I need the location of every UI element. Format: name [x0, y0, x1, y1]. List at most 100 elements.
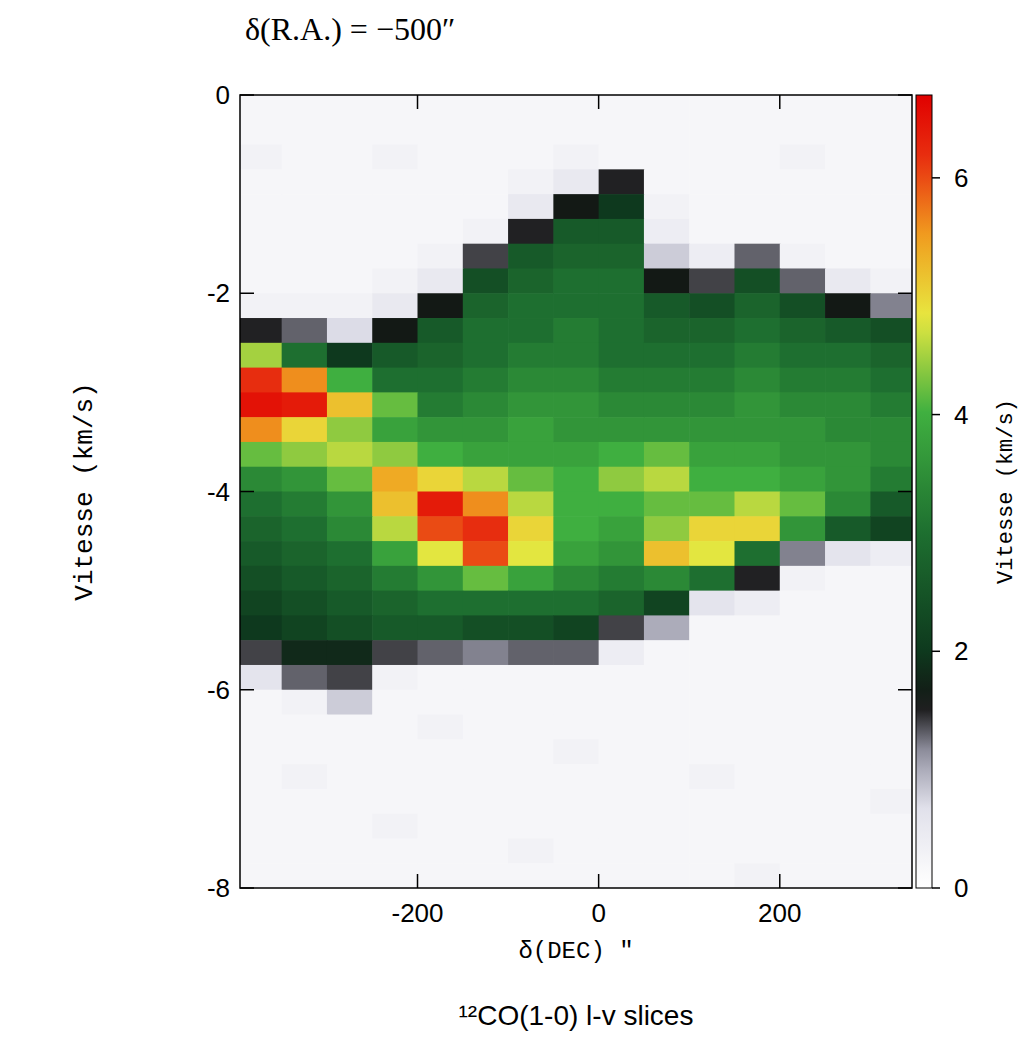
cell — [780, 467, 826, 492]
colorbar-tick — [932, 887, 940, 889]
cell — [282, 492, 328, 517]
cell — [644, 789, 690, 814]
cell — [463, 566, 509, 591]
cell — [599, 838, 645, 863]
cell — [463, 764, 509, 789]
cell — [508, 442, 554, 467]
cell — [463, 838, 509, 863]
cell — [780, 95, 826, 120]
cell — [327, 690, 373, 715]
cell — [282, 145, 328, 170]
cell — [327, 318, 373, 343]
cell — [508, 368, 554, 393]
cell — [644, 392, 690, 417]
cell — [734, 863, 780, 888]
y-tick — [898, 689, 912, 691]
cell — [644, 516, 690, 541]
cell — [327, 566, 373, 591]
cell — [240, 492, 282, 517]
cell — [372, 640, 418, 665]
cell — [240, 368, 282, 393]
cell — [282, 516, 328, 541]
cell — [599, 368, 645, 393]
cell — [689, 492, 735, 517]
cell — [240, 739, 282, 764]
cell — [734, 442, 780, 467]
cell — [418, 739, 464, 764]
cell — [463, 244, 509, 269]
cell — [780, 739, 826, 764]
cell — [644, 194, 690, 219]
cell — [825, 442, 871, 467]
cell — [780, 814, 826, 839]
cell — [734, 690, 780, 715]
cell — [780, 541, 826, 566]
cell — [418, 293, 464, 318]
cell — [372, 863, 418, 888]
cell — [327, 219, 373, 244]
cell — [734, 145, 780, 170]
cell — [240, 690, 282, 715]
cell — [327, 665, 373, 690]
cell — [870, 591, 912, 616]
cell — [599, 219, 645, 244]
cell — [372, 318, 418, 343]
y-tick-label: -6 — [207, 675, 230, 705]
cell — [327, 591, 373, 616]
cell — [780, 293, 826, 318]
cell — [644, 591, 690, 616]
cell — [372, 492, 418, 517]
cell — [418, 764, 464, 789]
cell — [644, 368, 690, 393]
cell — [282, 640, 328, 665]
cell — [553, 293, 599, 318]
cell — [553, 95, 599, 120]
cell — [734, 467, 780, 492]
x-tick-label: -200 — [391, 898, 443, 928]
caption: ¹²CO(1-0) l-v slices — [459, 1000, 694, 1031]
cell — [553, 169, 599, 194]
cell — [780, 764, 826, 789]
cell — [825, 715, 871, 740]
cell — [599, 516, 645, 541]
cell — [870, 392, 912, 417]
cell — [508, 739, 554, 764]
cell — [870, 789, 912, 814]
cell — [240, 268, 282, 293]
cell — [463, 739, 509, 764]
cell — [418, 268, 464, 293]
cell — [463, 541, 509, 566]
cell — [418, 838, 464, 863]
cell — [463, 194, 509, 219]
cell — [282, 715, 328, 740]
cell — [463, 392, 509, 417]
cell — [599, 789, 645, 814]
cell — [599, 244, 645, 269]
cell — [508, 120, 554, 145]
cell — [463, 863, 509, 888]
cell — [418, 219, 464, 244]
cell — [825, 392, 871, 417]
cell — [282, 566, 328, 591]
cell — [282, 591, 328, 616]
cell — [825, 368, 871, 393]
cell — [240, 640, 282, 665]
cell — [508, 838, 554, 863]
cell — [282, 789, 328, 814]
cell — [644, 244, 690, 269]
cell — [599, 863, 645, 888]
cell — [553, 541, 599, 566]
cell — [689, 715, 735, 740]
cell — [418, 95, 464, 120]
cell — [327, 268, 373, 293]
cell — [282, 95, 328, 120]
cell — [372, 739, 418, 764]
y-tick — [240, 887, 254, 889]
cell — [644, 442, 690, 467]
cell — [282, 615, 328, 640]
cell — [870, 863, 912, 888]
cell — [463, 219, 509, 244]
cell — [418, 392, 464, 417]
cell — [418, 665, 464, 690]
cell — [825, 194, 871, 219]
